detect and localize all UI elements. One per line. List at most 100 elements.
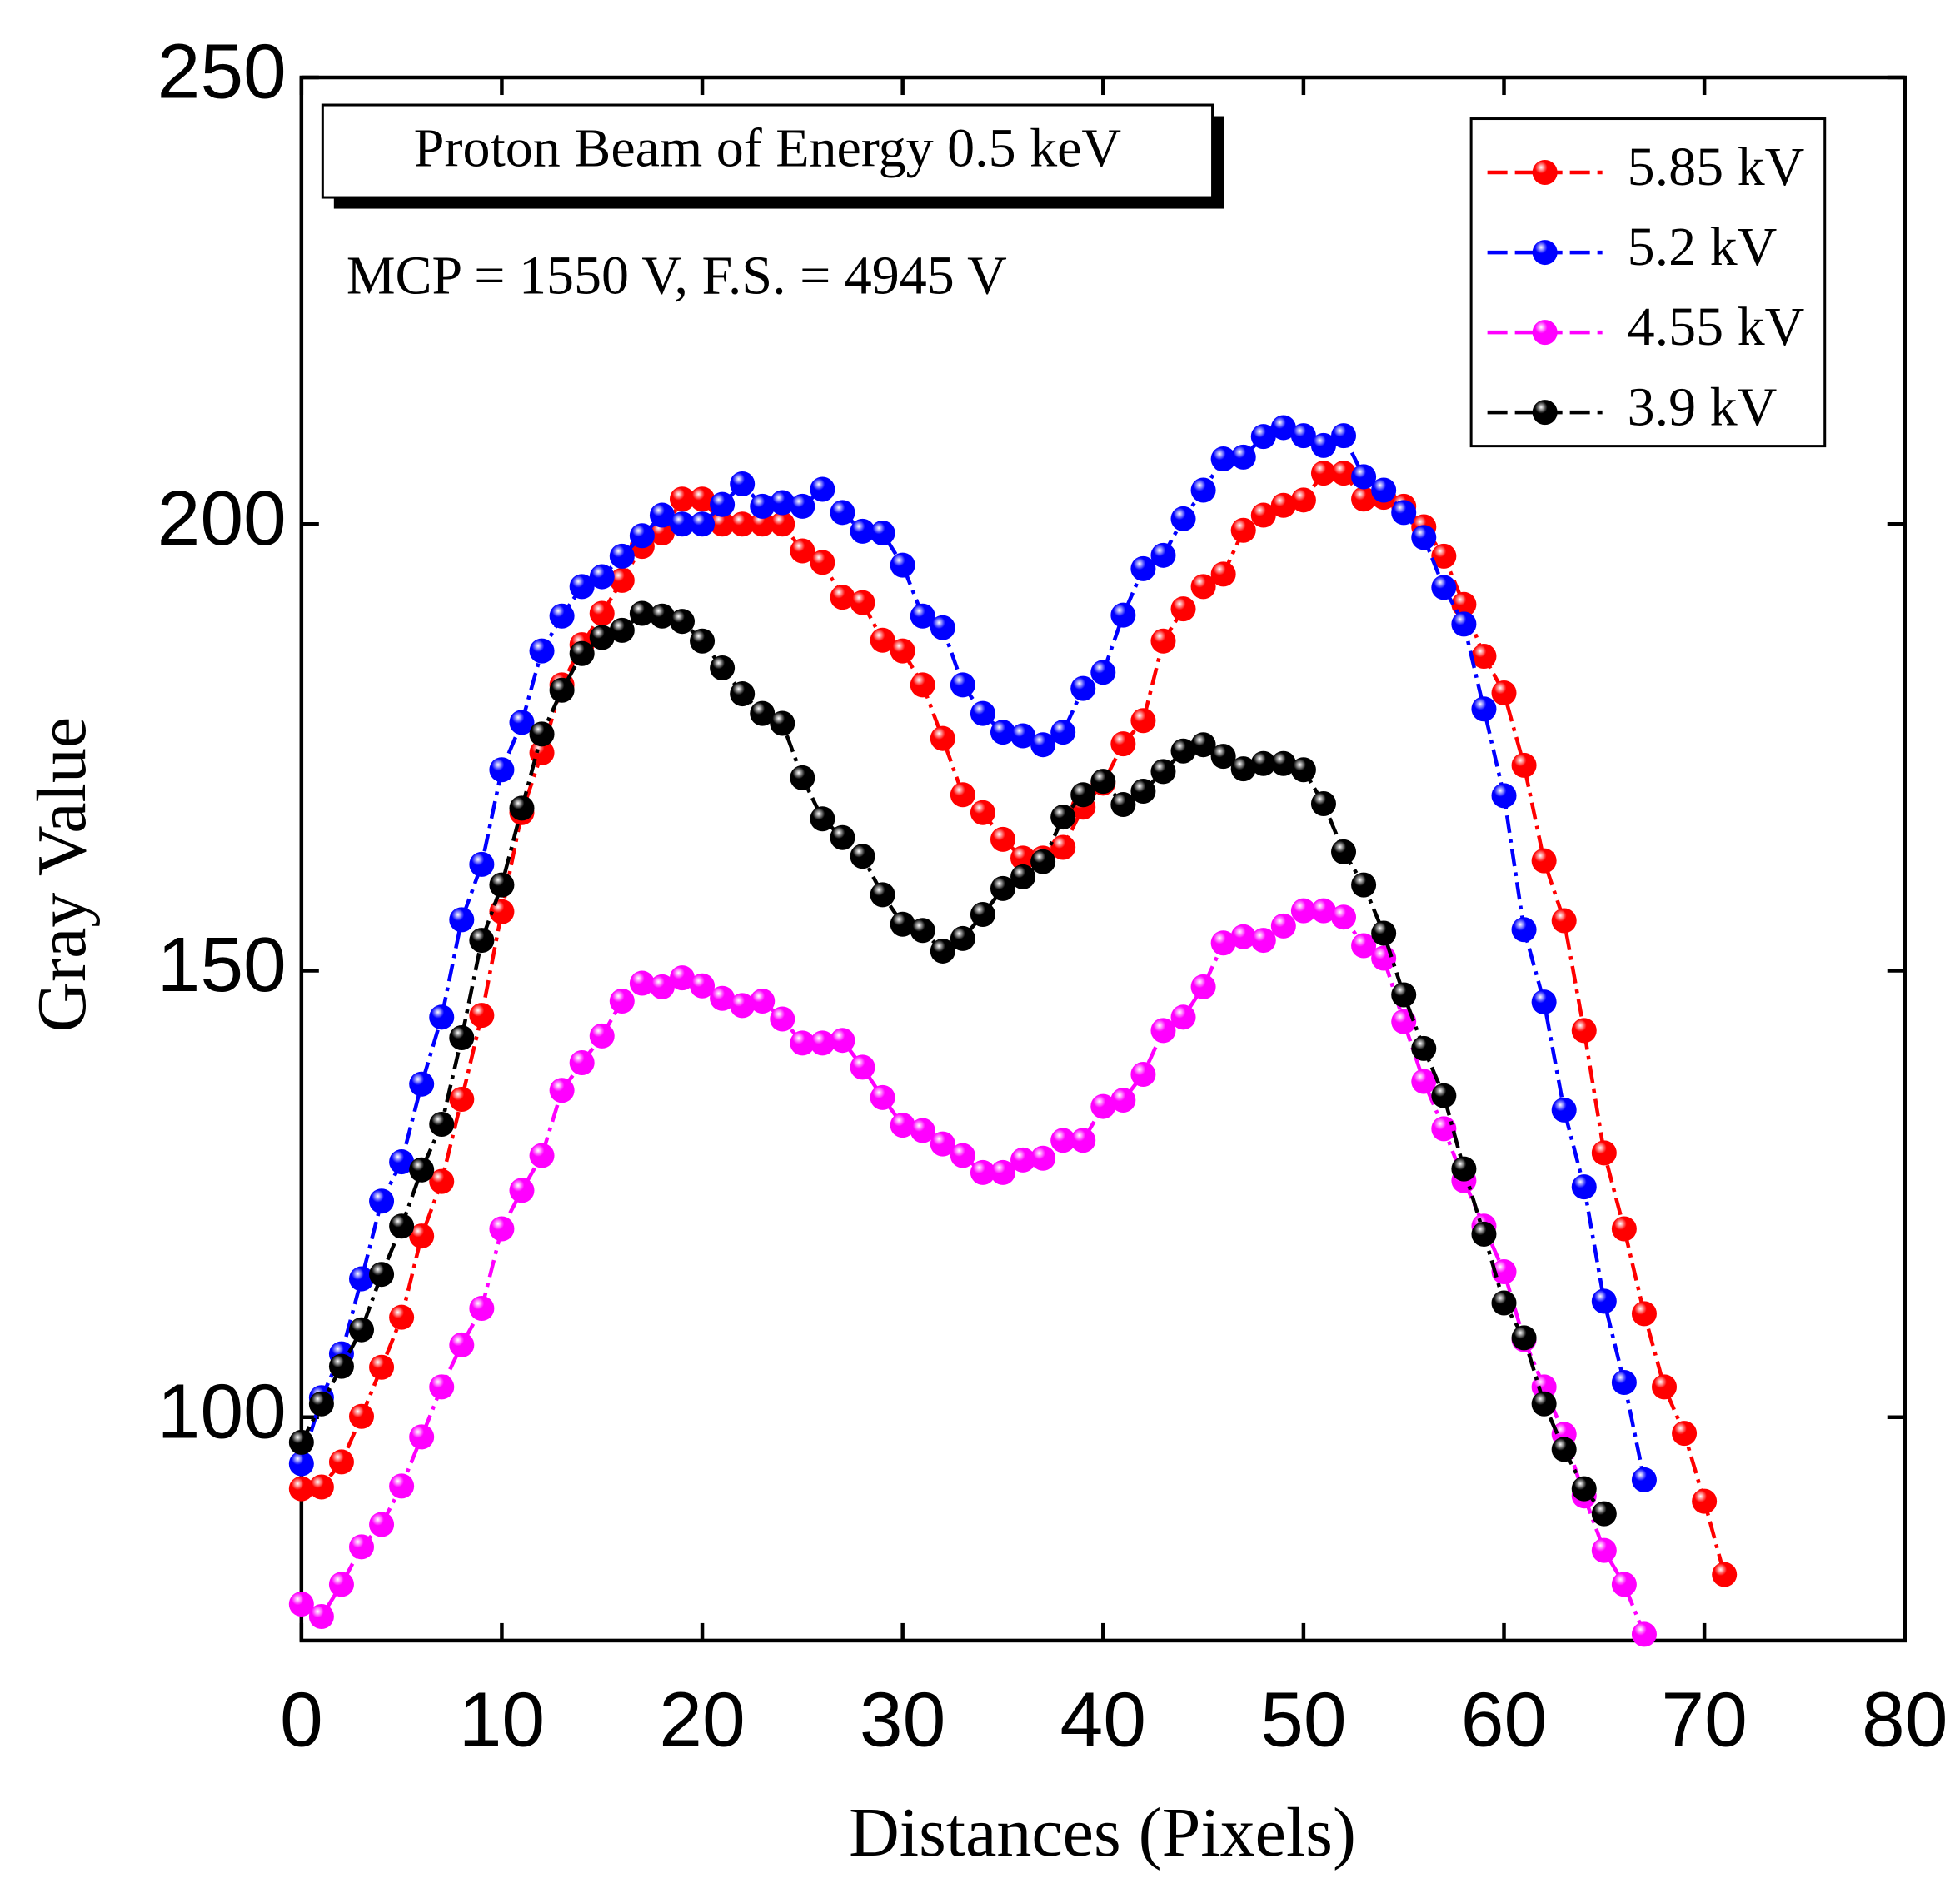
point [870, 627, 895, 653]
y-tick-label: 200 [157, 475, 287, 561]
point [1230, 444, 1256, 470]
point [1050, 720, 1076, 745]
point [288, 1429, 314, 1455]
point [409, 1424, 435, 1450]
point [690, 973, 716, 999]
point [1672, 1421, 1698, 1447]
x-tick-label: 40 [1060, 1676, 1146, 1763]
point [930, 938, 955, 964]
point [1010, 723, 1036, 749]
point [1351, 933, 1377, 959]
point [770, 490, 795, 516]
point [1250, 502, 1276, 528]
point [1110, 792, 1136, 818]
point [1290, 757, 1316, 783]
point [529, 1143, 555, 1168]
point [910, 603, 935, 629]
point [1331, 839, 1357, 864]
point [1471, 644, 1497, 670]
point [1431, 1083, 1457, 1108]
point [1090, 660, 1116, 685]
point [1170, 506, 1196, 531]
point [990, 875, 1015, 901]
point [1170, 738, 1196, 764]
point [950, 925, 975, 951]
point [1491, 783, 1517, 809]
point [1411, 1069, 1437, 1094]
legend-label: 3.9 kV [1628, 376, 1778, 437]
point [710, 511, 736, 537]
point [810, 550, 835, 575]
point [1210, 930, 1236, 956]
point [1030, 732, 1056, 758]
point [690, 486, 716, 512]
point [1351, 464, 1377, 490]
point [1090, 769, 1116, 795]
point [770, 511, 795, 537]
x-axis-label: Distances (Pixels) [849, 1794, 1356, 1871]
point [930, 725, 955, 751]
point [1270, 492, 1296, 518]
point [1611, 1216, 1637, 1242]
point [850, 844, 875, 869]
point [409, 1071, 435, 1097]
point [890, 552, 915, 578]
point [950, 672, 975, 698]
point [1391, 500, 1417, 526]
point [1611, 1572, 1637, 1597]
point [1331, 423, 1357, 449]
point [1531, 1391, 1557, 1417]
point [1431, 575, 1457, 600]
point [669, 965, 695, 991]
point [1010, 1147, 1036, 1173]
point [469, 851, 495, 877]
point [469, 1003, 495, 1029]
point [529, 721, 555, 747]
point [629, 970, 655, 996]
point [308, 1603, 334, 1629]
point [710, 491, 736, 517]
point [1070, 675, 1096, 701]
point [469, 1295, 495, 1321]
point [750, 511, 776, 537]
point [669, 486, 695, 512]
point [1511, 917, 1537, 943]
point [288, 1451, 314, 1477]
point [710, 985, 736, 1011]
point [1090, 1093, 1116, 1119]
point [1030, 1145, 1056, 1171]
point [870, 1084, 895, 1110]
point [649, 974, 675, 999]
point [930, 615, 955, 640]
point [1451, 1156, 1477, 1182]
point [609, 567, 635, 593]
point [288, 1591, 314, 1617]
point [429, 1168, 455, 1194]
point [1371, 945, 1397, 971]
point [549, 603, 575, 629]
point [489, 1216, 515, 1242]
point [1190, 732, 1216, 758]
point [730, 681, 756, 707]
point [1270, 415, 1296, 441]
point [1351, 872, 1377, 898]
point [1190, 477, 1216, 503]
point [1110, 602, 1136, 628]
x-tick-label: 50 [1260, 1676, 1346, 1763]
point [1571, 1018, 1597, 1044]
point [509, 710, 535, 735]
point [1712, 1562, 1738, 1587]
point [328, 1449, 354, 1475]
point [1130, 708, 1156, 734]
point [850, 590, 875, 615]
point [1431, 543, 1457, 569]
point [1571, 1476, 1597, 1502]
y-tick-label: 100 [157, 1367, 287, 1454]
point [328, 1353, 354, 1379]
point [790, 765, 815, 790]
y-axis-label: Gray Value [23, 717, 101, 1033]
point [1310, 432, 1336, 458]
point [750, 700, 776, 726]
point [1491, 1290, 1517, 1316]
